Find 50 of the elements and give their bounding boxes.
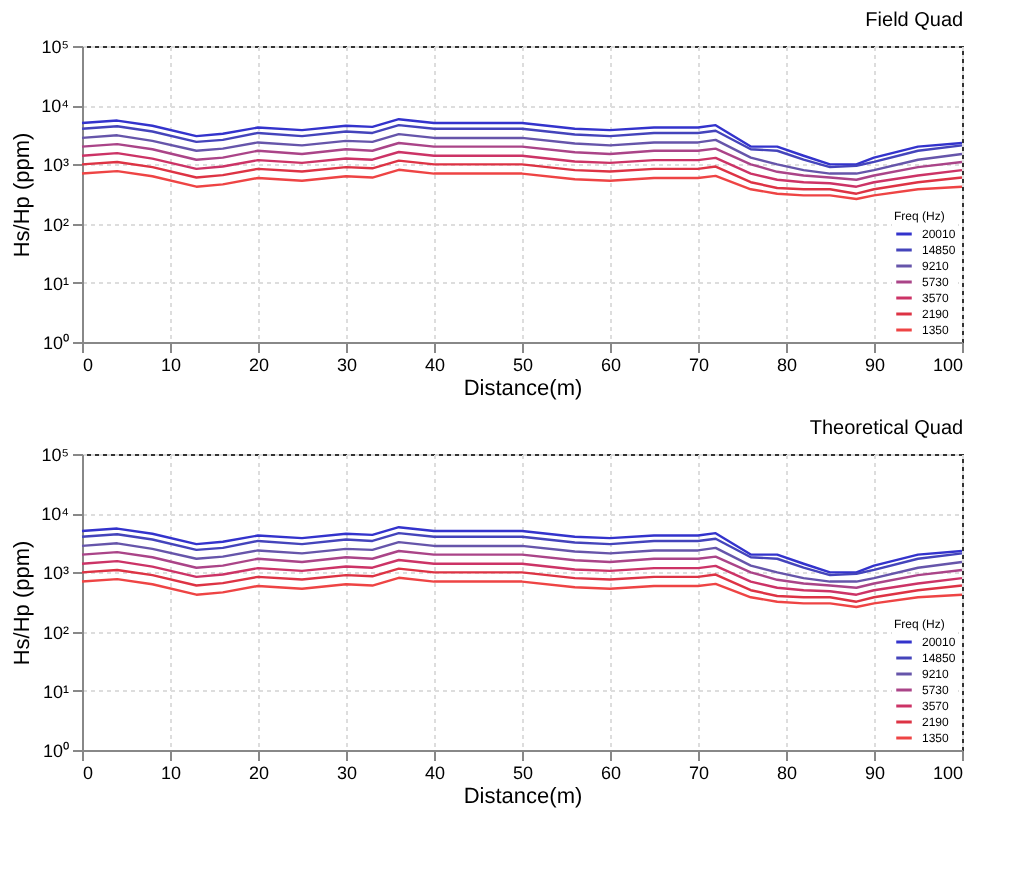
x-axis-title: Distance(m) bbox=[463, 785, 583, 809]
line-series bbox=[80, 567, 964, 603]
y-axis-title: Hs/Hp (ppm) bbox=[11, 132, 36, 258]
x-tick-label: 80 bbox=[776, 355, 798, 375]
chart-title: Theoretical Quad bbox=[809, 418, 964, 440]
y-tick-label: 10⁰ bbox=[42, 333, 69, 353]
y-tick-label: 10² bbox=[42, 622, 69, 643]
y-axis-title: Hs/Hp (ppm) bbox=[11, 540, 36, 666]
x-tick-label: 60 bbox=[600, 355, 622, 375]
y-tick-label: 10³ bbox=[42, 155, 69, 176]
y-tick-label: 10¹ bbox=[42, 273, 69, 294]
y-tick-label: 10⁵ bbox=[41, 37, 70, 57]
line-series bbox=[80, 540, 964, 583]
line-series bbox=[80, 549, 964, 589]
x-tick-label: 90 bbox=[864, 355, 886, 375]
x-tick-label: 30 bbox=[336, 763, 358, 783]
y-tick-label: 10³ bbox=[42, 563, 69, 584]
y-tick-label: 10² bbox=[42, 214, 69, 235]
x-tick-label: 20 bbox=[248, 355, 270, 375]
line-series bbox=[80, 558, 964, 596]
x-tick-label: 100 bbox=[932, 763, 963, 783]
x-tick-label: 10 bbox=[160, 763, 182, 783]
x-tick-label: 60 bbox=[600, 763, 622, 783]
y-tick-label: 10⁰ bbox=[42, 741, 69, 761]
y-tick-label: 10⁴ bbox=[41, 504, 70, 525]
x-tick-label: 20 bbox=[248, 763, 270, 783]
x-tick-label: 90 bbox=[864, 763, 886, 783]
line-series bbox=[80, 141, 964, 181]
y-tick-label: 10⁵ bbox=[41, 445, 70, 465]
x-axis-title: Distance(m) bbox=[463, 377, 583, 401]
line-series bbox=[80, 150, 964, 188]
x-tick-label: 10 bbox=[160, 355, 182, 375]
line-series bbox=[80, 132, 964, 175]
y-tick-label: 10¹ bbox=[42, 681, 69, 702]
y-tick-label: 10⁴ bbox=[41, 96, 70, 117]
x-tick-label: 50 bbox=[512, 355, 534, 375]
line-series bbox=[80, 576, 964, 609]
line-series bbox=[80, 168, 964, 201]
x-tick-label: 70 bbox=[688, 763, 710, 783]
line-series bbox=[80, 159, 964, 195]
x-tick-label: 40 bbox=[424, 763, 446, 783]
x-tick-label: 0 bbox=[83, 763, 94, 783]
x-tick-label: 80 bbox=[776, 763, 798, 783]
chart-title: Field Quad bbox=[865, 10, 964, 32]
x-tick-label: 0 bbox=[83, 355, 94, 375]
x-tick-label: 30 bbox=[336, 355, 358, 375]
x-tick-label: 40 bbox=[424, 355, 446, 375]
x-tick-label: 70 bbox=[688, 355, 710, 375]
x-tick-label: 100 bbox=[932, 355, 963, 375]
x-tick-label: 50 bbox=[512, 763, 534, 783]
